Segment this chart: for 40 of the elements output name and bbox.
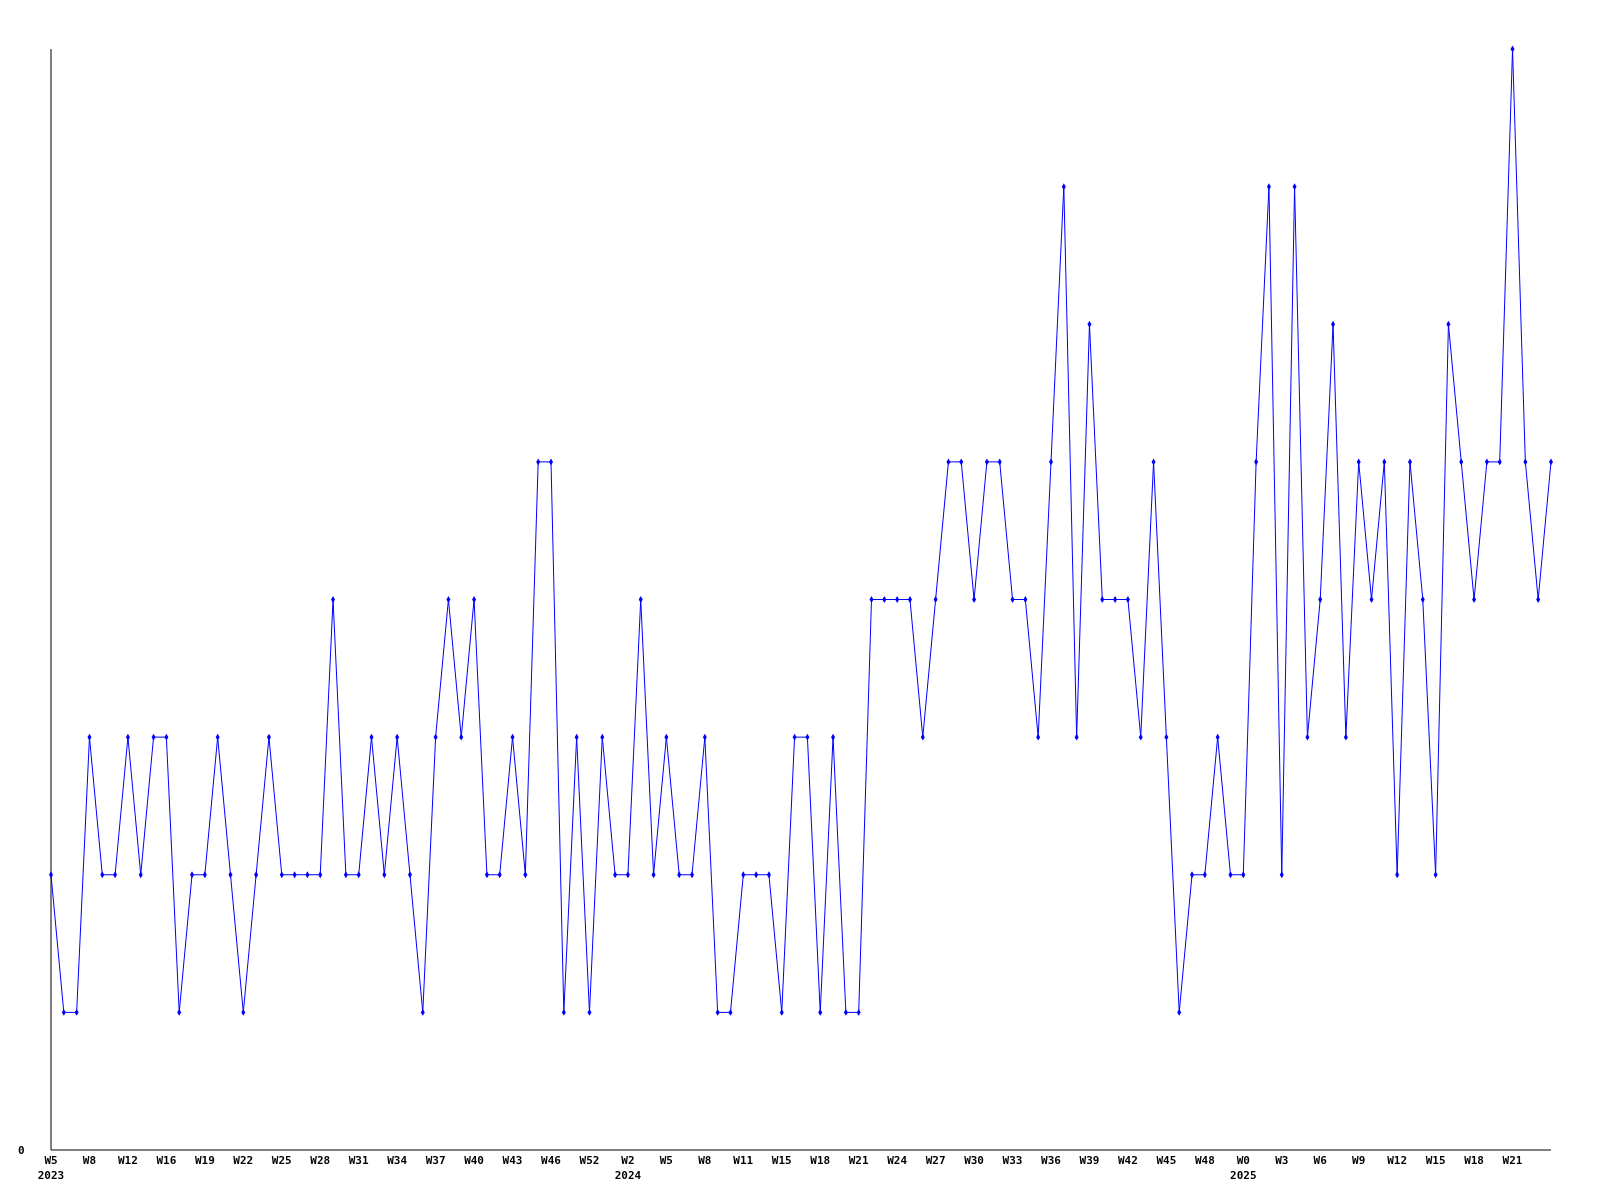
x-tick-label: W39 — [1079, 1154, 1100, 1167]
x-tick-label: W12 — [117, 1154, 138, 1167]
x-tick-label: W25 — [271, 1154, 292, 1167]
x-tick-label: W2 2024 — [614, 1154, 642, 1182]
x-tick-label: W5 2023 — [37, 1154, 65, 1182]
x-tick-label: W6 — [1313, 1154, 1328, 1167]
x-tick-label: W21 — [1502, 1154, 1523, 1167]
x-tick-label: W43 — [502, 1154, 523, 1167]
text: 0 — [18, 1144, 25, 1157]
x-tick-label: W31 — [348, 1154, 369, 1167]
x-tick-label: W15 — [1425, 1154, 1446, 1167]
x-tick-label: W42 — [1117, 1154, 1138, 1167]
x-tick-label: W33 — [1002, 1154, 1023, 1167]
x-tick-label: W46 — [541, 1154, 562, 1167]
x-tick-label: W34 — [387, 1154, 408, 1167]
x-tick-label: W30 — [964, 1154, 985, 1167]
x-tick-label: W40 — [464, 1154, 485, 1167]
x-tick-label: W48 — [1194, 1154, 1215, 1167]
x-tick-label: W5 — [659, 1154, 674, 1167]
x-tick-label: W9 — [1352, 1154, 1366, 1167]
x-tick-label: W24 — [887, 1154, 908, 1167]
x-tick-label: W8 — [698, 1154, 712, 1167]
x-tick-label: W36 — [1041, 1154, 1062, 1167]
x-tick-label: W37 — [425, 1154, 446, 1167]
x-tick-label: W11 — [733, 1154, 754, 1167]
x-tick-label: W27 — [925, 1154, 946, 1167]
x-tick-label: W21 — [848, 1154, 869, 1167]
x-tick-label: W45 — [1156, 1154, 1177, 1167]
x-tick-label: W16 — [156, 1154, 177, 1167]
x-tick-label: W18 — [810, 1154, 831, 1167]
x-tick-label: W12 — [1387, 1154, 1408, 1167]
x-tick-label: W15 — [771, 1154, 792, 1167]
x-tick-label: W28 — [310, 1154, 331, 1167]
x-tick-label: W18 — [1464, 1154, 1485, 1167]
x-tick-label: W3 — [1275, 1154, 1289, 1167]
x-tick-label: W22 — [233, 1154, 254, 1167]
x-tick-label: W8 — [82, 1154, 97, 1167]
x-tick-label: W0 2025 — [1230, 1154, 1257, 1182]
x-tick-label: W52 — [579, 1154, 600, 1167]
x-tick-label: W19 — [194, 1154, 215, 1167]
